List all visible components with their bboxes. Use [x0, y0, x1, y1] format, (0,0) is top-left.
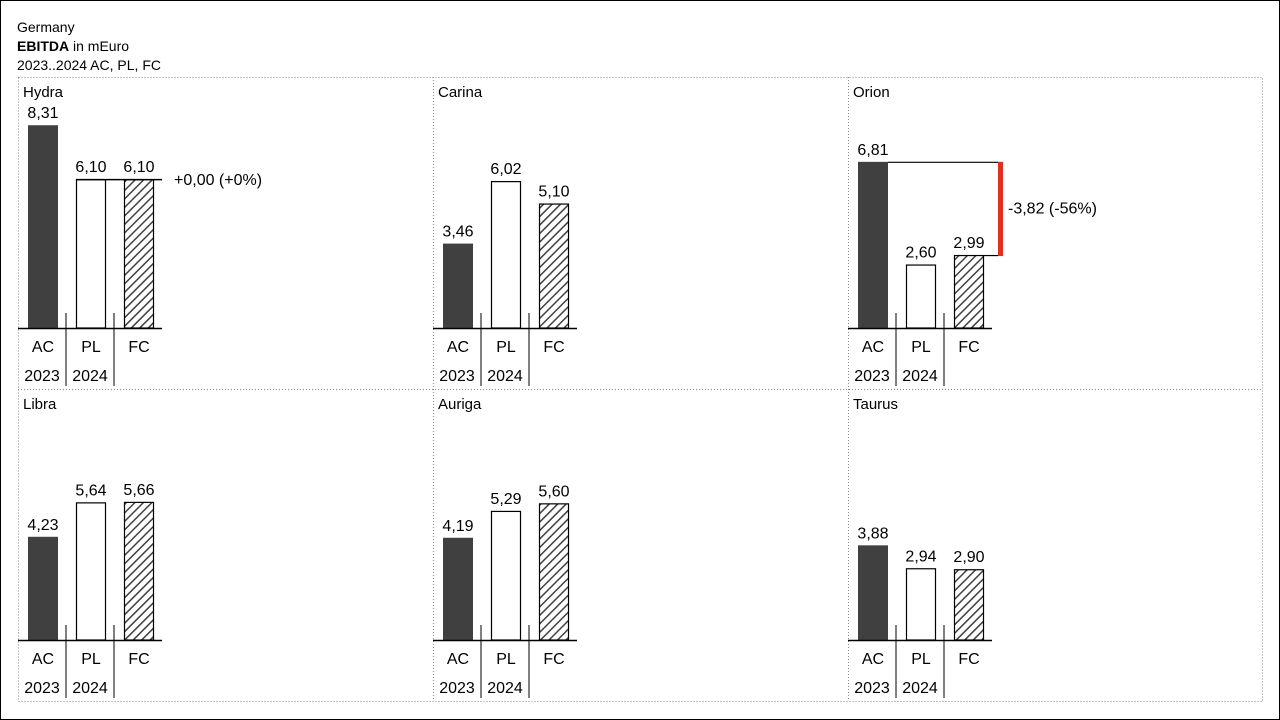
grid-outline [18, 77, 1263, 702]
year-label: 2023 [24, 680, 60, 697]
bar-pl [490, 181, 522, 329]
panel-grid [18, 77, 1263, 702]
delta-bar [998, 161, 1003, 257]
region-title: Germany [17, 19, 75, 35]
panel-hydra: Hydra 8,31 6,10 6,10 AC PL FC 2023 2024 +0,00 (+0… [18, 84, 262, 386]
category-label-fc: FC [543, 651, 564, 668]
year-label: 2024 [72, 680, 108, 697]
category-label-ac: AC [32, 651, 54, 668]
measure-name: EBITDA [17, 38, 70, 54]
panel-auriga: Auriga 4,19 5,29 5,60 AC PL FC 2023 2024 [433, 396, 577, 698]
value-label-pl: 2,60 [905, 245, 936, 262]
category-label-pl: PL [911, 651, 931, 668]
category-label-pl: PL [81, 651, 101, 668]
value-label-ac: 3,88 [857, 525, 888, 542]
bar-fc [953, 569, 985, 641]
panel-title: Carina [438, 84, 483, 101]
bar-fc [123, 179, 155, 329]
value-label-fc: 5,66 [123, 482, 154, 499]
value-label-ac: 4,19 [442, 518, 473, 535]
panel-taurus: Taurus 3,88 2,94 2,90 AC PL FC 2023 2024 [848, 396, 992, 698]
measure-title: EBITDA in mEuro [17, 37, 161, 56]
year-label: 2024 [487, 368, 523, 385]
year-label: 2023 [854, 680, 890, 697]
year-label: 2023 [439, 680, 475, 697]
category-label-pl: PL [496, 339, 516, 356]
panel-orion: Orion 6,81 2,60 2,99 AC PL FC 2023 2024 -3,82 (-5… [848, 84, 1097, 386]
category-label-pl: PL [911, 339, 931, 356]
category-label-ac: AC [447, 339, 469, 356]
value-label-pl: 6,02 [490, 161, 521, 178]
panel-title: Libra [23, 396, 57, 413]
bar-pl [75, 502, 107, 641]
value-label-ac: 8,31 [27, 105, 58, 122]
value-label-ac: 6,81 [857, 142, 888, 159]
bar-ac [443, 537, 473, 640]
panel-title: Hydra [23, 84, 64, 101]
value-label-fc: 2,90 [953, 549, 984, 566]
category-label-ac: AC [862, 651, 884, 668]
value-label-pl: 2,94 [905, 548, 936, 565]
year-label: 2024 [72, 368, 108, 385]
year-label: 2024 [902, 680, 938, 697]
value-label-fc: 2,99 [953, 235, 984, 252]
year-label: 2023 [854, 368, 890, 385]
year-label: 2023 [439, 368, 475, 385]
value-label-ac: 3,46 [442, 224, 473, 241]
bar-fc [953, 254, 985, 329]
bar-fc [123, 501, 155, 641]
category-label-ac: AC [862, 339, 884, 356]
category-label-ac: AC [447, 651, 469, 668]
bar-pl [490, 510, 522, 641]
category-label-fc: FC [128, 651, 149, 668]
delta-label: -3,82 (-56%) [1008, 200, 1097, 217]
bar-fc [538, 203, 570, 329]
bar-pl [75, 179, 107, 329]
period-subtitle: 2023..2024 AC, PL, FC [17, 57, 161, 73]
delta-label: +0,00 (+0%) [174, 172, 262, 189]
panel-title: Taurus [853, 396, 898, 413]
year-label: 2024 [487, 680, 523, 697]
bar-fc [538, 503, 570, 641]
bar-ac [443, 243, 473, 328]
value-label-pl: 5,64 [75, 482, 106, 499]
year-label: 2023 [24, 368, 60, 385]
measure-unit: in mEuro [69, 38, 130, 54]
panels-layer: Hydra 8,31 6,10 6,10 AC PL FC 2023 2024 +0,00 (+0… [18, 84, 1097, 698]
panel-libra: Libra 4,23 5,64 5,66 AC PL FC 2023 2024 [18, 396, 162, 698]
bar-ac [858, 161, 888, 328]
value-label-pl: 5,29 [490, 491, 521, 508]
report-header: Germany EBITDA in mEuro 2023..2024 AC, P… [17, 18, 161, 75]
category-label-pl: PL [496, 651, 516, 668]
value-label-fc: 5,60 [538, 483, 569, 500]
category-label-fc: FC [543, 339, 564, 356]
value-label-fc: 5,10 [538, 184, 569, 201]
bar-pl [905, 568, 937, 641]
panel-carina: Carina 3,46 6,02 5,10 AC PL FC 2023 2024 [433, 84, 577, 386]
bar-ac [28, 536, 58, 640]
category-label-fc: FC [958, 339, 979, 356]
category-label-fc: FC [128, 339, 149, 356]
panel-title: Orion [853, 84, 890, 101]
category-label-ac: AC [32, 339, 54, 356]
year-label: 2024 [902, 368, 938, 385]
bar-ac [28, 125, 58, 329]
panel-title: Auriga [438, 396, 482, 413]
value-label-pl: 6,10 [75, 159, 106, 176]
category-label-fc: FC [958, 651, 979, 668]
value-label-ac: 4,23 [27, 517, 58, 534]
bar-ac [858, 545, 888, 640]
value-label-fc: 6,10 [123, 159, 154, 176]
category-label-pl: PL [81, 339, 101, 356]
bar-pl [905, 264, 937, 329]
